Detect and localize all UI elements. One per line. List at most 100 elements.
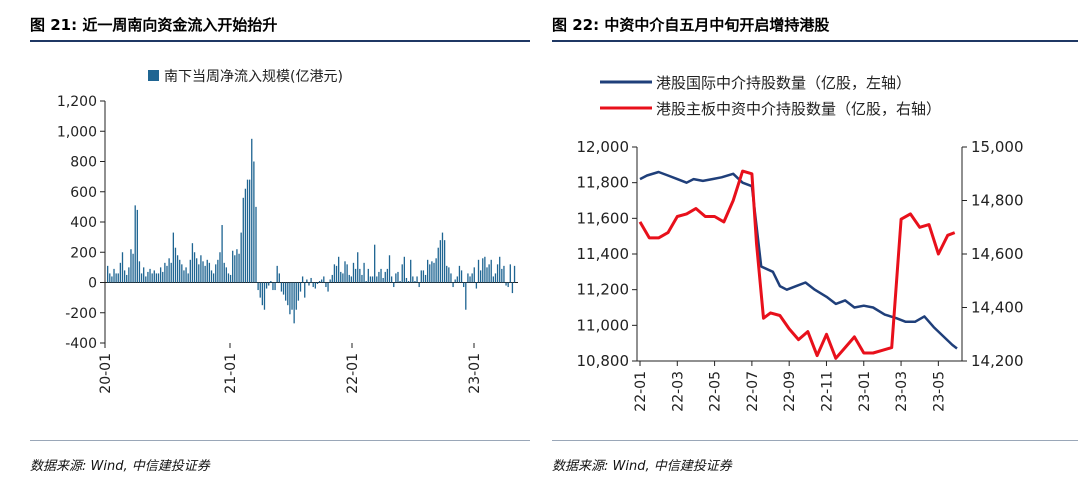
bar [285, 282, 287, 301]
bar [259, 282, 261, 298]
left-y-tick-label: 11,400 [577, 245, 630, 263]
bar [297, 282, 300, 301]
bar [227, 273, 230, 283]
left-bar-chart: 南下当周净流入规模(亿港元) 1,200 1,000 800 600 400 200 0 -20… [57, 69, 518, 394]
bar [126, 274, 128, 283]
bar [312, 282, 314, 288]
bar [310, 277, 312, 283]
right-bottom-rule [552, 440, 1078, 441]
bar [424, 274, 427, 283]
bar [268, 282, 270, 286]
bar [280, 282, 283, 292]
x-tick-label: 20-01 [98, 353, 114, 394]
bar [431, 261, 433, 283]
bar [187, 273, 189, 283]
bar [274, 282, 276, 291]
bar [374, 244, 376, 283]
bar [333, 264, 336, 283]
bar [316, 282, 319, 285]
bar [253, 161, 255, 283]
bar [321, 279, 323, 283]
x-tick-label: 22-05 [708, 371, 724, 412]
bar [435, 258, 437, 283]
y-tick-label: 800 [70, 155, 97, 171]
bar [448, 267, 450, 283]
bar [113, 268, 115, 283]
bar [308, 282, 310, 286]
x-tick-label: 23-01 [857, 371, 873, 412]
left-y-tick-label: 11,600 [577, 209, 630, 227]
left-figure-title: 图 21: 近一周南向资金流入开始抬升 [30, 16, 278, 34]
bar [225, 267, 227, 283]
bar [513, 265, 516, 283]
bar [212, 273, 215, 283]
bar [479, 270, 482, 283]
left-y-tick-label: 11,800 [577, 174, 630, 192]
bar [507, 282, 509, 288]
bar [505, 282, 507, 286]
bar [463, 282, 465, 288]
bar [488, 264, 490, 283]
bar [189, 259, 191, 283]
bar [147, 271, 149, 283]
bar [198, 264, 200, 283]
bar [412, 276, 414, 283]
x-tick-label: 22-11 [819, 371, 835, 412]
bar [380, 268, 382, 283]
bar [501, 268, 503, 283]
bar [450, 273, 452, 283]
bar [206, 259, 208, 283]
bar [172, 232, 175, 283]
bar [369, 276, 372, 283]
bar [306, 279, 308, 283]
bar [143, 267, 145, 283]
bar [509, 264, 511, 283]
bar [511, 282, 514, 294]
bar [185, 267, 187, 283]
bar [403, 256, 405, 283]
bar [257, 282, 259, 291]
x-tick-label: 21-01 [223, 353, 239, 394]
bar [416, 276, 418, 283]
bar [473, 267, 475, 283]
bar [232, 250, 234, 283]
bar [149, 268, 151, 283]
bar [335, 265, 338, 283]
bar [443, 240, 446, 283]
bar [407, 280, 410, 283]
bar [363, 262, 365, 283]
bar [467, 273, 469, 283]
bar [270, 280, 272, 283]
y-tick-label: 400 [70, 215, 97, 231]
bar [486, 267, 488, 283]
bar [181, 264, 183, 283]
bar [240, 232, 242, 283]
bar [465, 282, 467, 310]
right-line-chart: 港股国际中介持股数量（亿股，左轴） 港股主板中资中介持股数量（亿股，右轴） 12,0… [577, 74, 1024, 412]
bar [166, 265, 168, 283]
bar [439, 240, 442, 283]
y-tick-label: 600 [70, 185, 97, 201]
bar [191, 243, 194, 283]
bar [196, 258, 198, 283]
left-y-tick-label: 10,800 [577, 352, 630, 370]
x-tick-label: 23-03 [894, 371, 910, 412]
y-tick-label: 1,000 [57, 124, 97, 140]
bar [482, 258, 484, 283]
bar [115, 273, 117, 283]
bar [130, 249, 132, 283]
bar [401, 264, 403, 283]
left-y-tick-label: 12,000 [577, 138, 630, 156]
bar [357, 252, 359, 283]
bar [293, 282, 295, 324]
bar [202, 261, 204, 283]
bar [168, 258, 170, 283]
left-figure: 图 21: 近一周南向资金流入开始抬升 南下当周净流入规模(亿港元) 1,200 1… [0, 0, 530, 491]
bar [433, 262, 435, 283]
bar [331, 274, 333, 283]
bar [352, 262, 355, 283]
bar [217, 259, 219, 283]
bar [314, 282, 316, 289]
y-tick-label: -400 [65, 336, 97, 352]
bar [215, 264, 217, 283]
